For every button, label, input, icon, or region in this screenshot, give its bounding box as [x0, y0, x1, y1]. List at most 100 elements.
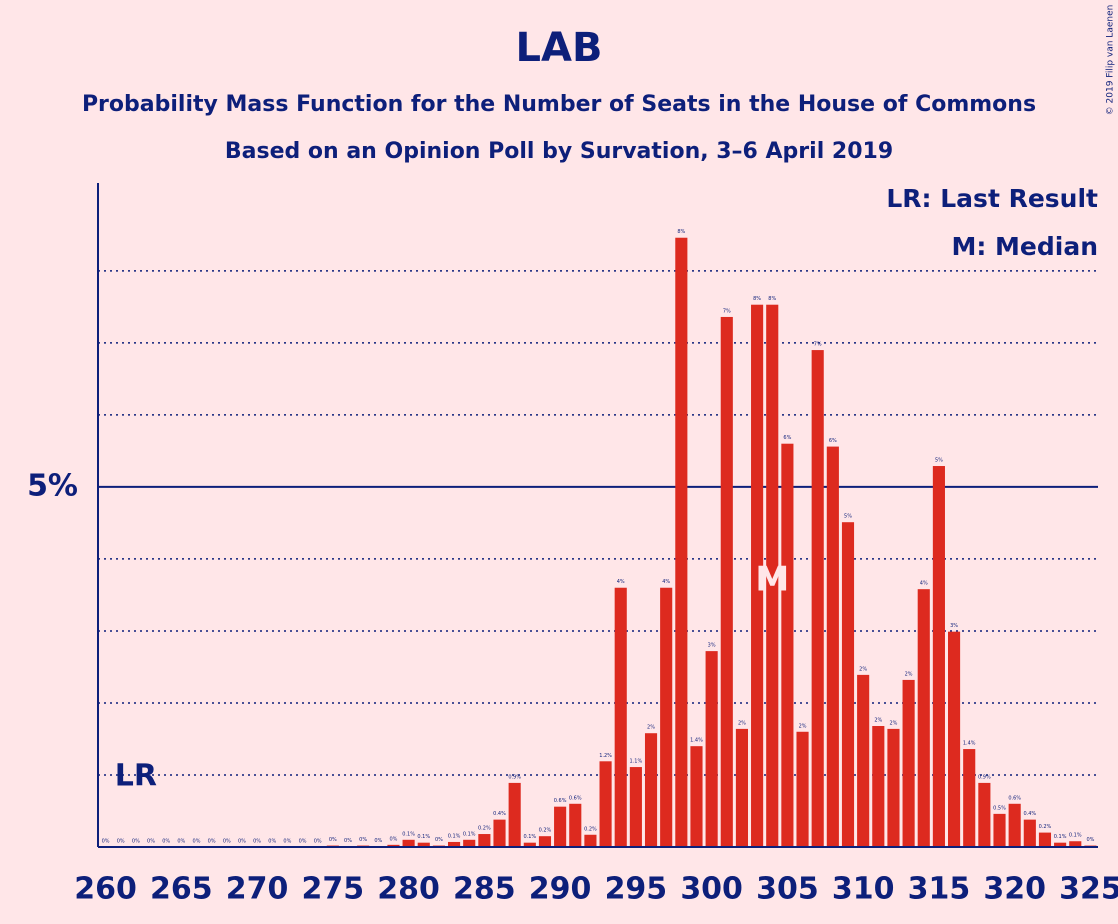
chart-title: LAB	[516, 25, 603, 71]
bar	[508, 782, 521, 847]
value-label: 0%	[223, 839, 231, 845]
bar	[963, 749, 976, 847]
value-label: 3%	[950, 623, 958, 629]
value-label: 0%	[299, 839, 307, 845]
x-tick-label: 305	[756, 872, 819, 907]
value-label: 2%	[874, 718, 882, 724]
x-tick-label: 300	[680, 872, 743, 907]
x-tick-label: 280	[377, 872, 440, 907]
bar	[614, 587, 627, 847]
bar	[811, 350, 824, 847]
value-label: 0%	[389, 836, 397, 842]
value-label: 7%	[723, 308, 731, 314]
x-tick-label: 325	[1059, 872, 1118, 907]
value-label: 0.6%	[569, 795, 582, 801]
bar	[402, 839, 415, 847]
value-label: 1.4%	[690, 738, 703, 744]
bar	[902, 679, 915, 847]
bar	[1038, 832, 1052, 847]
value-label: 4%	[920, 581, 928, 587]
value-label: 4%	[662, 579, 670, 585]
bar	[948, 631, 961, 847]
value-label: 0%	[238, 839, 246, 845]
value-label: 0%	[268, 839, 276, 845]
value-label: 0.9%	[508, 774, 521, 780]
bar	[826, 446, 839, 847]
value-label: 8%	[753, 296, 761, 302]
bar	[554, 806, 567, 847]
value-label: 3%	[708, 643, 716, 649]
bar	[841, 522, 855, 847]
chart-subtitle: Probability Mass Function for the Number…	[82, 92, 1036, 117]
value-label: 0.4%	[1023, 811, 1036, 817]
bar	[493, 819, 506, 847]
y-tick-label: 5%	[27, 468, 78, 503]
x-tick-label: 315	[908, 872, 971, 907]
bar	[1054, 842, 1067, 847]
value-label: 0%	[344, 838, 352, 844]
bar	[569, 803, 582, 847]
x-tick-label: 270	[226, 872, 289, 907]
value-label: 1.1%	[630, 759, 643, 765]
bar	[417, 842, 430, 847]
value-label: 0.9%	[978, 774, 991, 780]
bar	[448, 841, 461, 847]
bar	[917, 589, 930, 847]
bar	[932, 466, 945, 847]
x-tick-label: 310	[832, 872, 895, 907]
bar	[720, 316, 733, 847]
value-label: 1.4%	[963, 741, 976, 747]
value-label: 0.1%	[523, 834, 536, 840]
bar	[538, 836, 552, 847]
bar	[872, 726, 885, 847]
bar	[751, 304, 764, 847]
bar	[766, 304, 779, 847]
value-label: 5%	[935, 458, 943, 464]
bar	[599, 761, 612, 847]
bar	[1008, 803, 1021, 847]
bar	[660, 587, 673, 847]
value-label: 6%	[783, 435, 791, 441]
value-label: 8%	[677, 229, 685, 235]
value-label: 0.1%	[417, 834, 430, 840]
bar	[796, 731, 809, 847]
x-tick-label: 265	[150, 872, 213, 907]
value-label: 1.2%	[599, 753, 612, 759]
bar	[463, 839, 476, 847]
value-label: 2%	[738, 720, 746, 726]
chart-subtitle: Based on an Opinion Poll by Survation, 3…	[225, 139, 893, 164]
value-label: 0%	[177, 839, 185, 845]
value-label: 0.6%	[554, 798, 567, 804]
legend-entry: LR: Last Result	[886, 184, 1098, 213]
value-label: 0.1%	[463, 831, 476, 837]
bar	[523, 842, 536, 847]
value-label: 7%	[814, 342, 822, 348]
bar	[478, 834, 491, 847]
value-label: 0.1%	[1069, 833, 1082, 839]
value-label: 0%	[253, 839, 261, 845]
value-label: 8%	[768, 296, 776, 302]
value-label: 0%	[132, 839, 140, 845]
bar	[1069, 841, 1082, 847]
bar	[387, 844, 400, 847]
bar	[629, 767, 642, 847]
value-label: 0.2%	[1039, 824, 1052, 830]
value-label: 0.1%	[448, 833, 461, 839]
value-label: 0%	[193, 839, 201, 845]
value-label: 2%	[799, 723, 807, 729]
x-tick-label: 320	[983, 872, 1046, 907]
bar	[690, 746, 703, 847]
value-label: 6%	[829, 438, 837, 444]
bar	[781, 443, 794, 847]
value-label: 0%	[435, 837, 443, 843]
value-label: 0.2%	[584, 826, 597, 832]
value-label: 0%	[374, 838, 382, 844]
bar	[857, 674, 870, 847]
bar	[887, 728, 900, 847]
bar	[705, 651, 718, 847]
value-label: 0%	[117, 839, 125, 845]
bar	[675, 237, 688, 848]
bar	[584, 834, 597, 847]
value-label: 2%	[647, 725, 655, 731]
